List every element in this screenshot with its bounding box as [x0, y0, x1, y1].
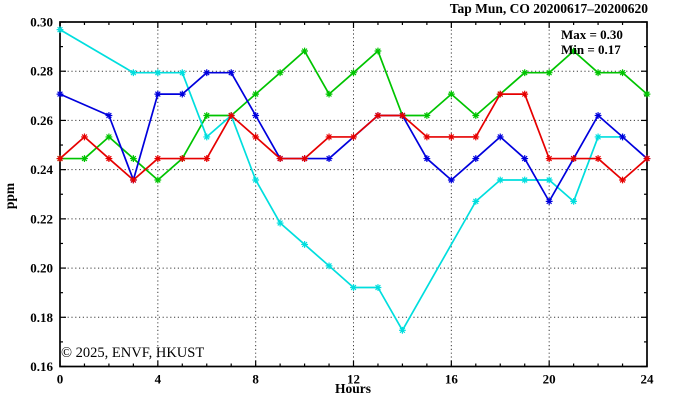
chart-title: Tap Mun, CO 20200617–20200620 — [450, 1, 649, 16]
series-red-markers — [56, 90, 651, 184]
y-tick-label: 0.26 — [30, 113, 53, 128]
y-axis-label: ppm — [2, 182, 17, 209]
y-tick-label: 0.24 — [30, 162, 53, 177]
y-tick-label: 0.16 — [30, 359, 53, 374]
y-tick-label: 0.28 — [30, 64, 53, 79]
watermark: © 2025, ENVF, HKUST — [61, 345, 204, 361]
y-tick-label: 0.30 — [30, 15, 53, 30]
x-tick-label: 16 — [445, 372, 459, 387]
y-tick-label: 0.22 — [30, 211, 53, 226]
x-tick-label: 0 — [57, 372, 64, 387]
x-tick-label: 4 — [155, 372, 162, 387]
y-tick-label: 0.20 — [30, 261, 53, 276]
x-tick-label: 12 — [347, 372, 360, 387]
x-tick-label: 8 — [252, 372, 259, 387]
series-cyan-markers — [56, 26, 626, 334]
series-cyan-line — [59, 28, 623, 332]
plot-area: 0 4 8 12 16 20 24 0.16 0.18 0.20 0.22 0.24 0.26 0.28 0… — [30, 15, 654, 387]
annotation-max: Max = 0.30 — [561, 27, 623, 42]
x-tick-label: 20 — [543, 372, 556, 387]
annotation-min: Min = 0.17 — [561, 42, 621, 57]
x-tick-label: 24 — [641, 372, 655, 387]
x-axis-label: Hours — [335, 381, 371, 396]
y-tick-label: 0.18 — [30, 310, 53, 325]
